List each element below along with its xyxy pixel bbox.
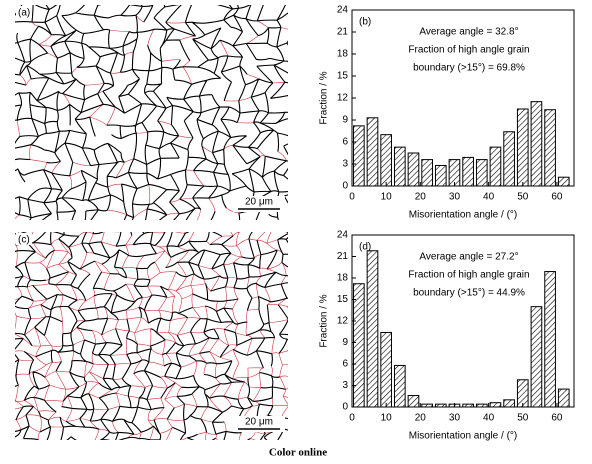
y-tick-label: 3 [342,159,348,170]
x-tick-label: 60 [551,192,563,203]
bar [544,109,556,187]
bar [503,399,515,408]
panel-label: (c) [18,235,30,246]
bar [434,164,447,187]
x-tick-label: 0 [349,413,355,424]
bar [489,146,502,187]
label-bg [16,233,32,245]
scale-bg [233,416,285,432]
annotation: Average angle = 32.8° [419,27,518,38]
y-tick-label: 12 [337,93,349,104]
annotation: Fraction of high angle grain [408,270,529,281]
micrograph: (c) 20 μm [15,232,288,440]
bar [353,125,365,187]
micrograph-bg [15,232,288,440]
high-angle-boundaries [15,5,288,220]
scale-label: 20 μm [245,197,273,208]
y-tick-label: 9 [342,115,348,126]
panel-label: (d) [359,242,371,253]
bar [544,271,556,408]
scale-label: 20 μm [245,417,273,428]
x-axis-label: Misorientation angle / (°) [409,431,518,442]
y-tick-label: 18 [337,273,349,284]
annotation: Fraction of high angle grain [408,45,529,56]
x-tick-label: 20 [415,192,427,203]
y-tick-label: 24 [337,230,349,241]
y-tick-label: 0 [342,181,348,192]
y-tick-label: 6 [342,359,348,370]
annotation: Average angle = 27.2° [419,252,518,263]
bar [530,101,543,187]
y-tick-label: 0 [342,402,348,413]
panel-label: (a) [18,8,30,19]
micrograph: (a) 20 μm [15,5,288,220]
x-tick-label: 0 [349,192,355,203]
y-axis-label: Fraction / % [319,294,330,347]
y-tick-label: 21 [337,27,349,38]
caption: Color online [269,447,327,459]
bar [516,379,529,408]
annotation: boundary (>15°) = 44.9% [413,288,525,299]
x-tick-label: 10 [381,413,393,424]
label-bg [16,6,32,18]
annotation: boundary (>15°) = 69.8% [413,63,525,74]
bar [407,395,420,408]
bar [503,131,515,187]
bar [421,159,433,187]
y-tick-label: 21 [337,251,349,262]
x-tick-label: 60 [551,413,563,424]
bar [380,331,392,408]
low-angle-boundaries [15,232,288,440]
bar [393,146,406,187]
bar [462,156,474,187]
scale-bg [233,196,285,212]
bar [353,283,365,408]
y-axis-label: Fraction / % [319,71,330,124]
x-tick-label: 50 [517,413,529,424]
low-angle-boundaries [15,15,288,220]
y-tick-label: 18 [337,49,349,60]
y-tick-label: 15 [337,294,349,305]
bar [366,250,379,408]
panel-label: (b) [359,17,371,28]
bar [475,159,488,187]
x-tick-label: 40 [483,413,495,424]
bar [557,388,570,408]
x-tick-label: 40 [483,192,495,203]
bar [530,306,543,408]
bar [557,176,570,187]
y-tick-label: 9 [342,337,348,348]
bar [516,108,529,187]
x-tick-label: 10 [381,192,393,203]
bar [393,364,406,408]
bar [380,134,392,187]
x-tick-label: 30 [449,413,461,424]
y-tick-label: 15 [337,71,349,82]
x-axis-label: Misorientation angle / (°) [409,210,518,221]
micrographs: (a) 20 μm (c) 20 μm [15,5,288,440]
x-tick-label: 20 [415,413,427,424]
y-tick-label: 24 [337,5,349,16]
y-tick-label: 3 [342,380,348,391]
y-tick-label: 6 [342,137,348,148]
bar [407,152,420,187]
y-tick-label: 12 [337,316,349,327]
x-tick-label: 50 [517,192,529,203]
bar [366,117,379,187]
bar [489,402,502,408]
x-tick-label: 30 [449,192,461,203]
